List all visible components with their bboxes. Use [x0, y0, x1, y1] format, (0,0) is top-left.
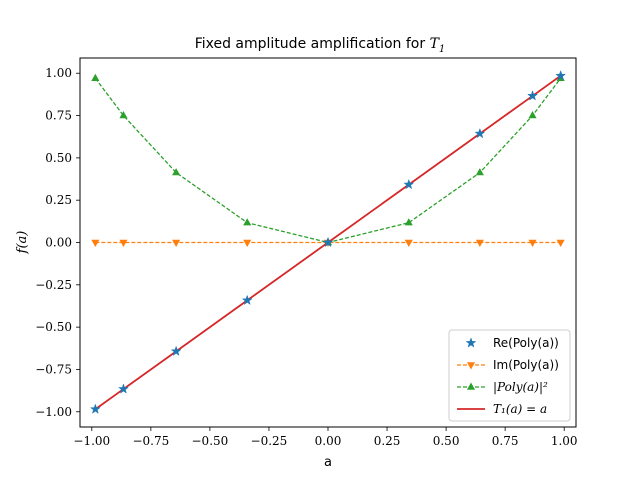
data-point-re-poly — [555, 70, 567, 81]
data-point-abs-poly-sq — [119, 111, 128, 119]
data-point-re-poly — [474, 127, 486, 139]
x-tick-label: 0.00 — [315, 434, 342, 448]
data-point-abs-poly-sq — [91, 73, 100, 82]
chart-title: Fixed amplitude amplification for T1 — [195, 36, 446, 55]
data-point-re-poly — [241, 294, 253, 306]
legend-box — [448, 329, 571, 422]
y-tick-label: −0.75 — [35, 362, 72, 376]
data-point-im-poly — [172, 239, 181, 247]
legend-label-abs-poly-sq: |Poly(a)|² — [493, 380, 548, 394]
y-tick-label: −0.50 — [35, 320, 72, 334]
x-axis-label: a — [324, 455, 332, 470]
x-tick-label: 0.50 — [433, 434, 460, 448]
legend-marker-re-poly — [465, 337, 477, 348]
data-point-re-poly — [527, 90, 539, 101]
legend-label-re-poly: Re(Poly(a)) — [493, 336, 559, 350]
legend-marker-im-poly — [466, 362, 476, 370]
x-tick-label: −0.50 — [192, 434, 229, 448]
x-tick-label: −0.25 — [251, 434, 288, 448]
legend-label-t1: T₁(a) = a — [493, 402, 547, 416]
data-point-im-poly — [528, 239, 537, 247]
x-tick-label: 0.75 — [492, 434, 519, 448]
y-tick-label: −1.00 — [35, 405, 72, 419]
data-point-abs-poly-sq — [528, 111, 537, 119]
data-point-abs-poly-sq — [404, 218, 413, 226]
data-point-im-poly — [475, 239, 484, 247]
series-line-abs-poly-sq — [94, 77, 562, 244]
y-axis-label: f(a) — [15, 231, 30, 255]
chart-title-text: Fixed amplitude amplification for — [195, 36, 430, 52]
data-point-im-poly — [119, 239, 128, 247]
data-point-re-poly — [170, 345, 182, 356]
axes: −1.00 −0.75 −0.50 −0.25 0.00 0.25 0.50 0.75 1.00… — [35, 57, 578, 448]
y-tick-label: 0.50 — [45, 151, 72, 165]
legend-label-im-poly: Im(Poly(a)) — [493, 358, 559, 372]
x-tick-label: 0.25 — [374, 434, 401, 448]
data-point-re-poly — [89, 403, 101, 414]
data-point-re-poly — [117, 383, 129, 394]
data-point-im-poly — [243, 239, 252, 247]
data-point-im-poly — [556, 239, 565, 247]
data-point-im-poly — [404, 239, 413, 247]
y-tick-label: 0.75 — [45, 109, 72, 123]
legend-marker-abs-poly-sq — [466, 382, 476, 390]
data-point-abs-poly-sq — [475, 168, 484, 176]
chart-title-sub: 1 — [439, 44, 445, 55]
y-tick-label: −0.25 — [35, 278, 72, 292]
x-tick-label: 1.00 — [551, 434, 578, 448]
data-point-abs-poly-sq — [243, 218, 252, 226]
data-point-re-poly — [403, 178, 415, 190]
x-tick-label: −0.75 — [132, 434, 169, 448]
y-tick-label: 1.00 — [45, 66, 72, 80]
x-tick-label: −1.00 — [73, 434, 110, 448]
y-tick-label: 0.25 — [45, 193, 72, 207]
data-point-abs-poly-sq — [172, 168, 181, 176]
legend: Re(Poly(a)) Im(Poly(a)) |Poly(a)|² T₁(a) = … — [448, 329, 571, 422]
data-point-re-poly — [322, 236, 334, 248]
plot-area — [89, 70, 567, 414]
y-tick-label: 0.00 — [45, 236, 72, 250]
chart-title-math: T — [430, 36, 441, 52]
data-point-im-poly — [91, 239, 100, 247]
